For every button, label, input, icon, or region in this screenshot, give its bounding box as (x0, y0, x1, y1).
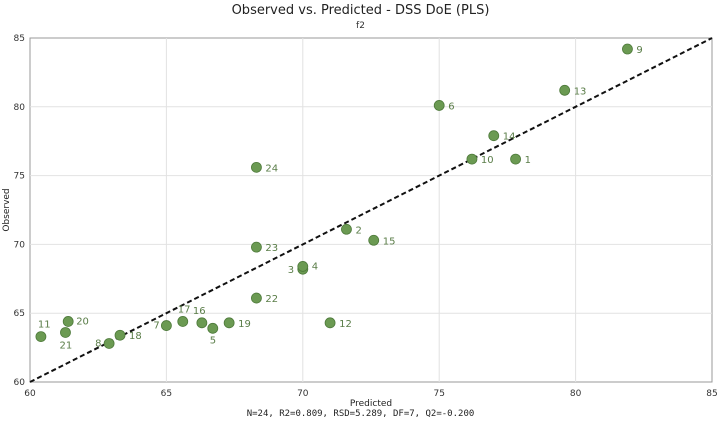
point-label: 9 (636, 45, 642, 56)
data-point (488, 130, 500, 142)
point-label: 23 (265, 243, 278, 254)
point-label: 5 (210, 335, 216, 346)
y-tick-label: 60 (14, 378, 26, 388)
data-point (207, 322, 219, 334)
reference-line-group (29, 37, 713, 383)
point-label: 19 (238, 319, 251, 330)
point-label: 21 (59, 340, 72, 351)
point-label: 18 (129, 331, 142, 342)
data-point (35, 331, 47, 342)
point-label: 6 (448, 101, 454, 112)
reference-line (29, 37, 713, 383)
data-point (341, 223, 352, 235)
point-label: 4 (312, 261, 318, 272)
data-point (368, 234, 380, 246)
point-label: 10 (481, 155, 494, 166)
x-tick-label: 70 (297, 389, 309, 399)
point-label: 16 (193, 306, 206, 317)
data-point (251, 241, 262, 253)
data-point (251, 292, 262, 304)
y-tick-label: 70 (14, 240, 26, 250)
point-label: 8 (95, 338, 101, 349)
data-point (324, 317, 336, 329)
point-label: 24 (265, 163, 278, 174)
point-label: 17 (178, 304, 191, 315)
point-label: 12 (339, 319, 352, 330)
x-tick-label: 65 (161, 389, 172, 399)
x-tick-label: 80 (570, 389, 582, 399)
data-point (622, 43, 633, 55)
data-point (177, 316, 189, 327)
data-point (466, 153, 478, 165)
y-tick-label: 75 (14, 172, 25, 182)
y-tick-label: 80 (14, 103, 26, 113)
point-label: 1 (525, 155, 531, 166)
point-label: 11 (38, 320, 51, 331)
y-axis-label: Observed (2, 188, 12, 231)
x-tick-label: 85 (706, 389, 717, 399)
point-label: 2 (355, 225, 361, 236)
data-point (510, 153, 521, 165)
point-label: 14 (503, 132, 516, 143)
data-point (103, 338, 115, 349)
data-point (223, 317, 235, 329)
point-label: 3 (288, 265, 294, 276)
stats-footer: N=24, R2=0.809, RSD=5.289, DF=7, Q2=-0.2… (246, 409, 475, 419)
point-label: 7 (153, 321, 159, 332)
x-tick-label: 75 (433, 389, 444, 399)
point-label: 15 (383, 236, 396, 247)
data-point (114, 329, 126, 341)
y-tick-label: 65 (14, 309, 25, 319)
point-label: 20 (76, 316, 89, 327)
data-point (196, 317, 208, 329)
point-label: 22 (265, 294, 278, 305)
chart-title: Observed vs. Predicted - DSS DoE (PLS) (231, 3, 490, 18)
data-point (297, 261, 309, 272)
point-label: 13 (574, 86, 587, 97)
y-tick-label: 85 (14, 34, 25, 44)
data-point (60, 327, 71, 338)
data-point (160, 320, 172, 331)
data-point (251, 161, 262, 173)
x-tick-label: 60 (24, 389, 36, 399)
data-point (559, 84, 571, 96)
data-point (433, 100, 445, 111)
x-axis-label: Predicted (350, 399, 392, 409)
data-point (62, 316, 74, 327)
chart-subtitle: f2 (356, 21, 365, 31)
